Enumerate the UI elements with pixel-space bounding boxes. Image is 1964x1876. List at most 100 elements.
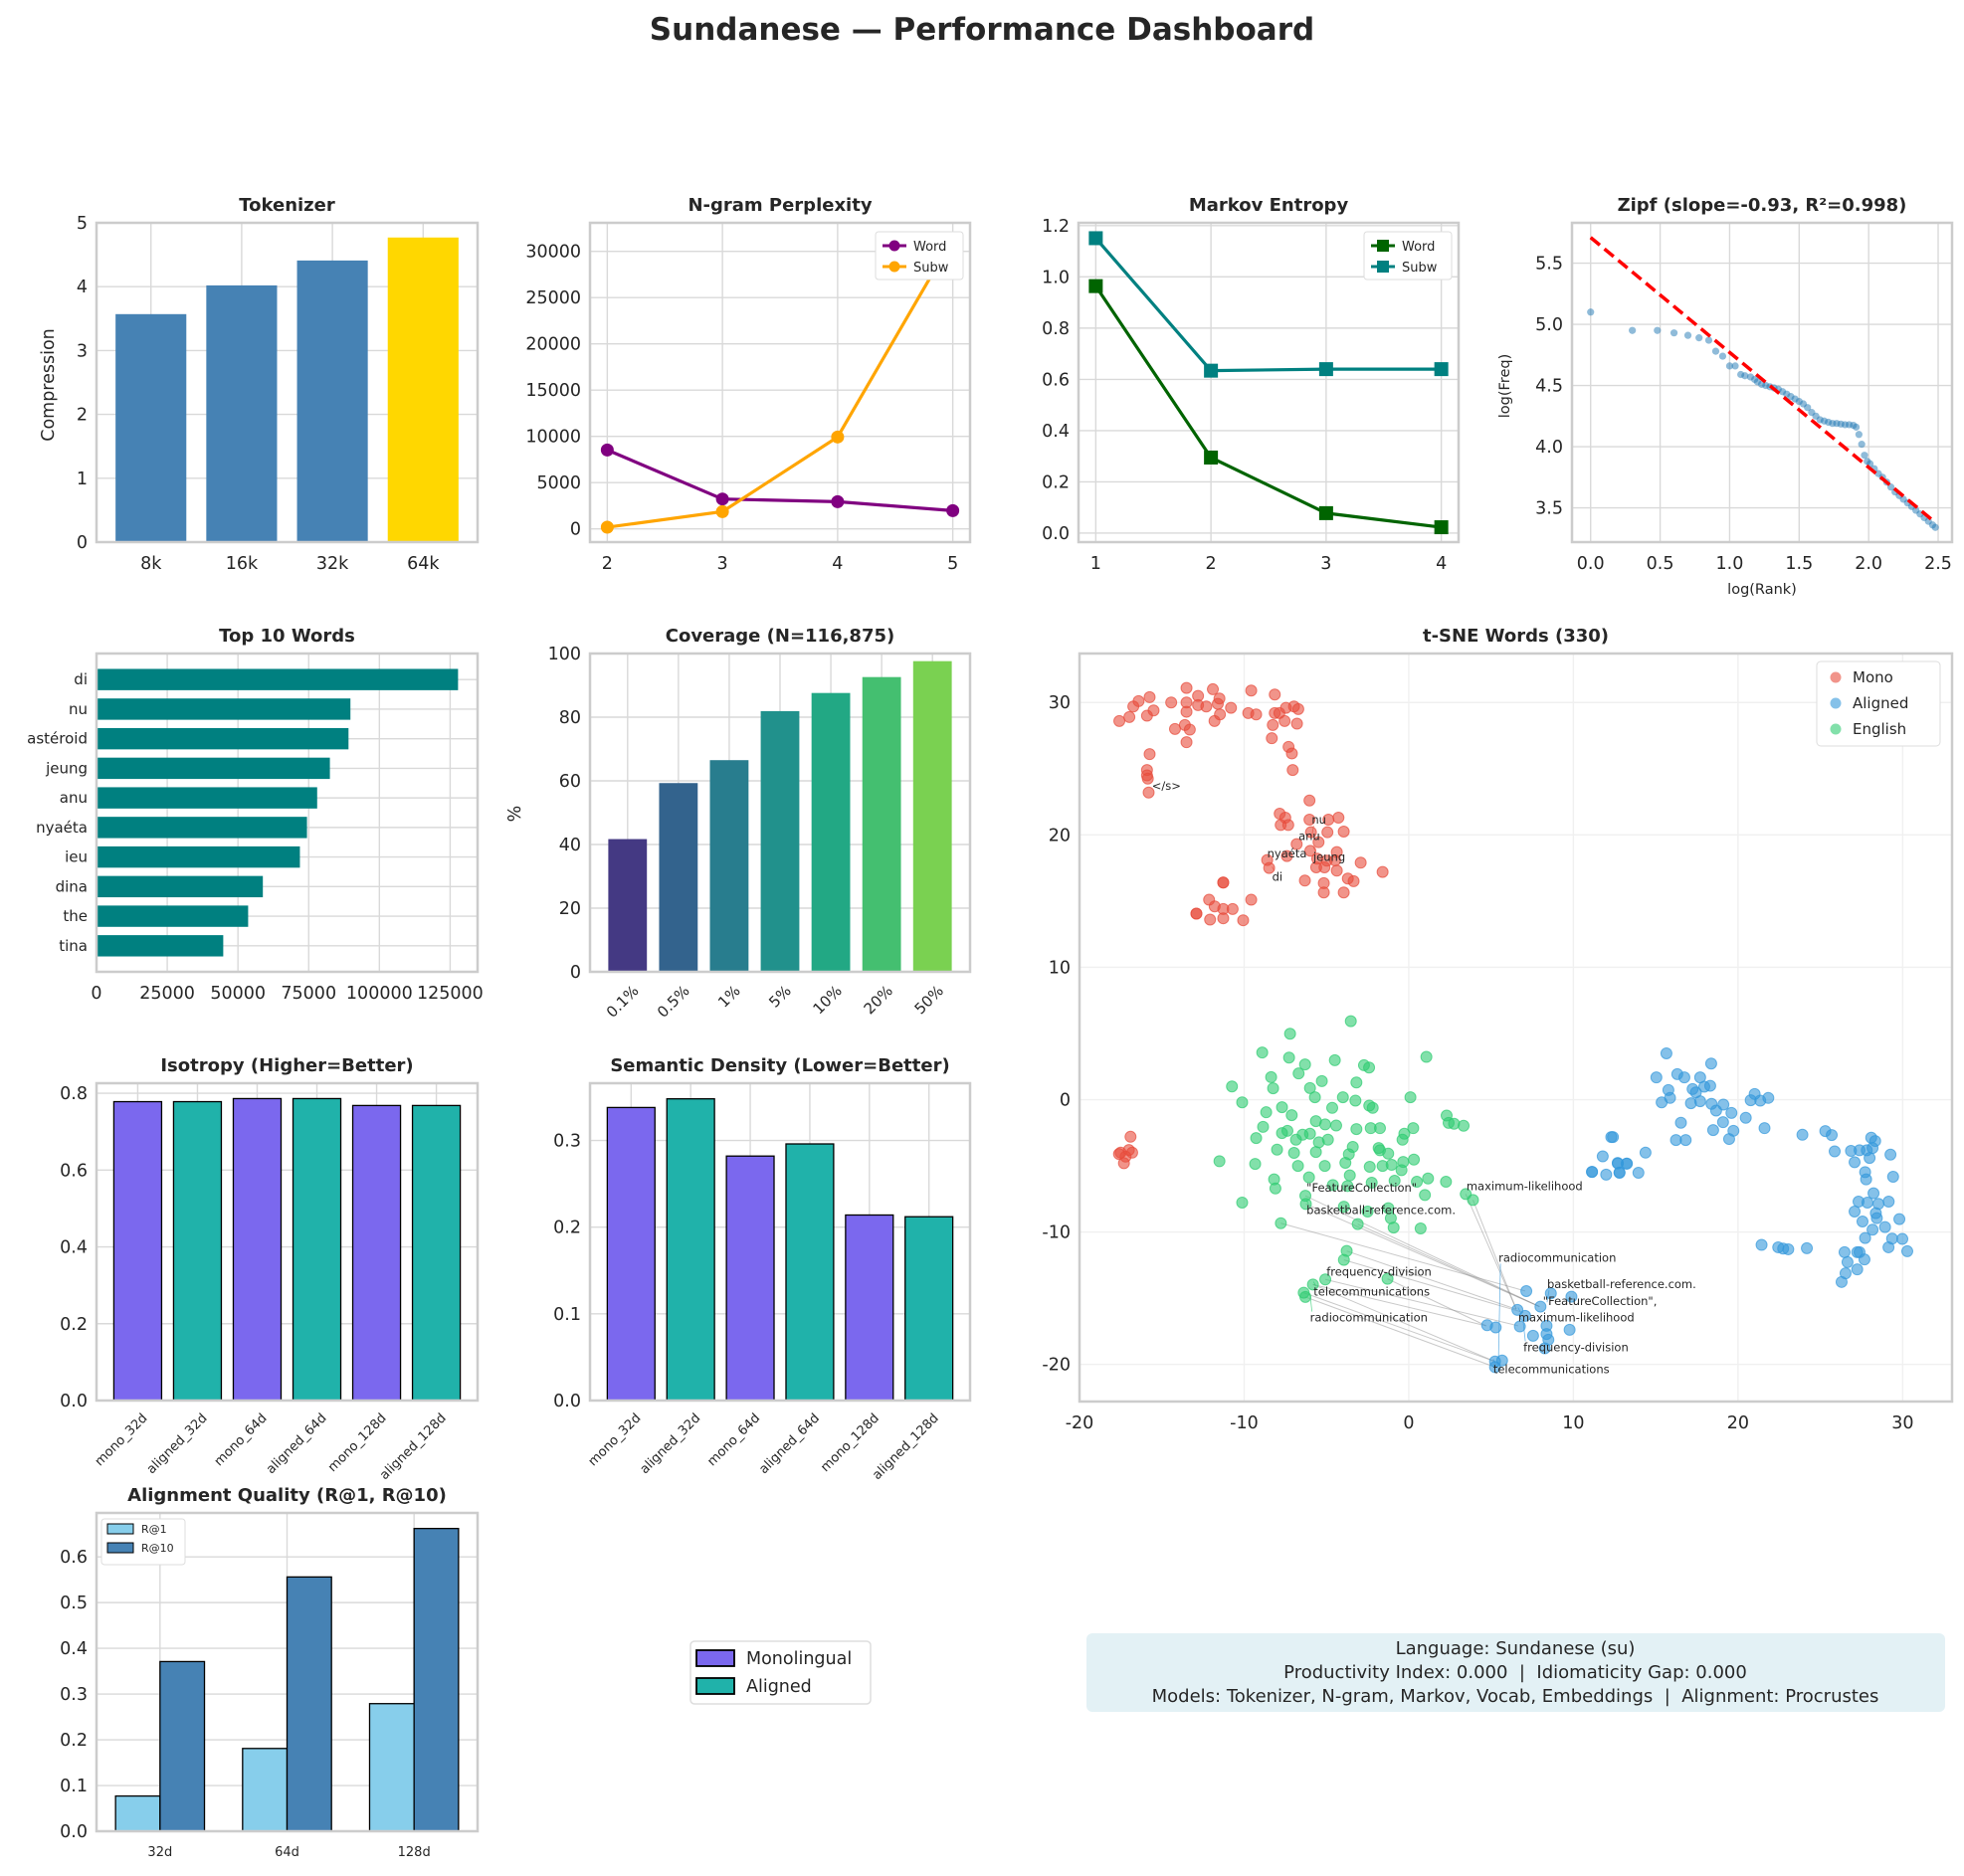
point-annotation: telecommunications (1313, 1285, 1430, 1299)
legend-marker (1830, 697, 1842, 709)
data-point-mono (1225, 701, 1238, 714)
data-point-aligned (1882, 1196, 1895, 1209)
data-point (1711, 347, 1720, 355)
y-tick-label: 0.1 (553, 1305, 581, 1325)
data-point-aligned (1864, 1152, 1876, 1165)
data-point-mono (1142, 786, 1155, 799)
legend: R@1 R@10 (100, 1518, 186, 1566)
x-tick-label: 32d (147, 1845, 172, 1860)
data-point-mono (1347, 874, 1360, 887)
data-point-english (1373, 1122, 1386, 1135)
x-tick-label: 128d (398, 1845, 431, 1860)
x-tick-label: 32k (316, 554, 349, 574)
legend-label: Monolingual (746, 1649, 852, 1669)
annotation-leader (1305, 1200, 1309, 1205)
data-point-mono (1317, 886, 1330, 899)
legend: Mono Aligned English (1816, 660, 1941, 747)
legend-label: English (1853, 720, 1906, 738)
data-point-mono (1180, 736, 1193, 749)
y-tick-label: 1.0 (1042, 268, 1070, 287)
x-tick-label: 1 (1090, 554, 1101, 574)
x-tick-label: aligned_32d (144, 1410, 211, 1477)
axes-frame (95, 221, 480, 544)
alignment-link (1280, 1222, 1526, 1292)
y-tick-label: 0.2 (553, 1219, 581, 1238)
data-point-mono (1143, 748, 1156, 761)
data-point-aligned (1896, 1232, 1909, 1245)
data-point-aligned (1639, 1146, 1652, 1159)
x-tick-label: 1.0 (1716, 554, 1744, 574)
data-point-english (1329, 1119, 1342, 1132)
data-point-english (1321, 1133, 1334, 1146)
data-point-mono (1303, 844, 1316, 857)
data-point-mono (1376, 865, 1389, 878)
chart-title: t-SNE Words (330) (1423, 626, 1609, 647)
data-point-aligned (1513, 1320, 1526, 1333)
data-point-aligned (1758, 1122, 1771, 1135)
data-point-english (1448, 1117, 1461, 1130)
bar (115, 313, 187, 542)
data-point-aligned (1826, 1129, 1839, 1142)
data-point-mono (1332, 812, 1345, 825)
legend-marker (1377, 240, 1389, 252)
data-point-mono (1207, 682, 1220, 695)
data-point-english (1351, 1218, 1364, 1230)
data-point-aligned (1563, 1323, 1576, 1336)
y-tick-label: 5000 (536, 473, 581, 493)
alignment-link (1357, 1223, 1540, 1308)
x-tick-label: mono_64d (212, 1410, 271, 1469)
bar (97, 875, 264, 898)
bar (725, 1155, 775, 1402)
data-point-mono (1208, 714, 1221, 727)
chart-title: Alignment Quality (R@1, R@10) (127, 1485, 447, 1506)
data-point-english (1226, 1080, 1239, 1093)
y-tick-label: the (63, 907, 88, 925)
data-point-aligned (1526, 1329, 1539, 1342)
data-point-mono (1354, 856, 1367, 869)
data-point (1088, 279, 1103, 293)
data-point-aligned (1613, 1166, 1626, 1179)
y-tick-label: 0.5 (60, 1594, 88, 1613)
y-tick-label: 0.6 (60, 1161, 88, 1181)
bar (411, 1104, 462, 1402)
data-point-english (1306, 1278, 1319, 1291)
alignment-link (1304, 1296, 1495, 1368)
legend: Word Subw (1363, 231, 1453, 281)
data-point-aligned (1534, 1300, 1547, 1313)
y-tick-label: 0.2 (60, 1315, 88, 1335)
data-point-english (1249, 1158, 1262, 1171)
legend-frame (1816, 660, 1941, 747)
data-point (715, 492, 729, 506)
bar (97, 817, 307, 839)
fit-line (1589, 236, 1937, 524)
data-point (1204, 363, 1219, 378)
data-point-aligned (1801, 1241, 1814, 1254)
alignment-link (1312, 1283, 1486, 1327)
data-point-aligned (1693, 1095, 1706, 1108)
y-axis-label: % (505, 806, 525, 823)
data-point-english (1267, 1082, 1279, 1095)
legend-label: Mono (1853, 668, 1893, 686)
data-point-english (1291, 1160, 1304, 1173)
data-point-mono (1298, 874, 1311, 887)
axes-frame (588, 652, 972, 974)
data-point-mono (1337, 826, 1350, 839)
data-point-english (1280, 1124, 1293, 1137)
legend-swatch (695, 1649, 735, 1667)
x-tick-label: 30 (1891, 1413, 1913, 1433)
data-point-english (1250, 1132, 1263, 1145)
data-point (1654, 326, 1662, 334)
data-point-english (1388, 1174, 1401, 1187)
alignment-link (1304, 1195, 1540, 1308)
y-tick-label: 1 (77, 469, 88, 489)
data-point-mono (1263, 861, 1276, 874)
x-tick-label: 0.5% (654, 982, 693, 1022)
alignment-link (1465, 1194, 1517, 1310)
alignment-link (1387, 1278, 1486, 1327)
data-point-english (1407, 1122, 1420, 1135)
y-tick-label: 3.5 (1535, 499, 1563, 519)
series-line (1094, 237, 1442, 373)
x-tick-label: 20% (861, 982, 896, 1018)
data-point-english (1303, 1081, 1316, 1094)
